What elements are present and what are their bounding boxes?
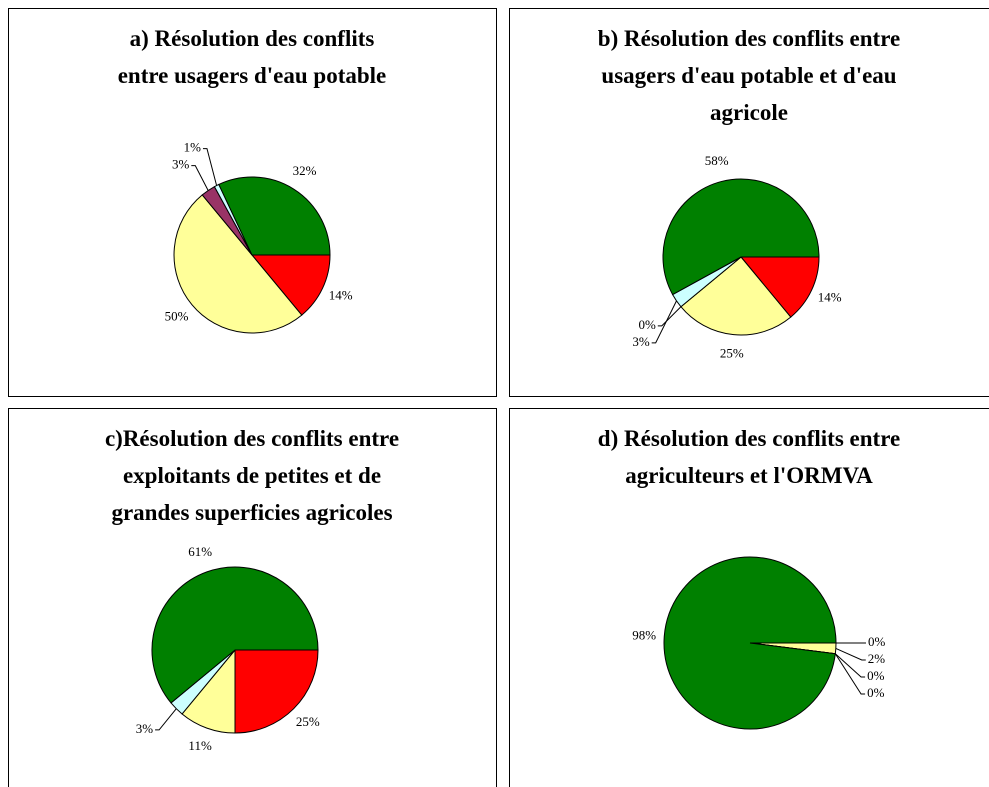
leader-line <box>191 165 209 191</box>
pie-slice <box>663 556 837 730</box>
pie-slice <box>680 256 792 336</box>
data-label: 32% <box>293 163 317 178</box>
panel-frame <box>8 8 497 397</box>
pie-slice <box>234 649 319 734</box>
data-label: 1% <box>184 140 202 155</box>
panel-frame <box>8 408 497 787</box>
data-label: 3% <box>136 721 154 736</box>
data-label: 14% <box>818 290 842 305</box>
data-label: 58% <box>705 153 729 168</box>
leader-line <box>202 148 218 186</box>
leader-line <box>651 300 677 344</box>
leader-line <box>657 306 682 327</box>
data-label: 0% <box>638 317 656 332</box>
data-label: 98% <box>632 627 656 642</box>
pie-slice <box>250 254 331 316</box>
data-label: 0% <box>868 634 886 649</box>
chart-title: agricole <box>710 100 788 125</box>
leader-line <box>834 653 866 695</box>
data-label: 14% <box>329 288 353 303</box>
data-label: 2% <box>868 651 886 666</box>
chart-title: grandes superficies agricoles <box>111 500 392 525</box>
pie-slice <box>173 194 303 334</box>
chart-title: b) Résolution des conflits entre <box>598 26 900 51</box>
pie-slice <box>739 256 820 318</box>
panel-frame <box>509 408 989 787</box>
data-label: 3% <box>172 157 190 172</box>
chart-title: entre usagers d'eau potable <box>118 63 387 88</box>
panel-frame <box>509 8 989 397</box>
chart-title: d) Résolution des conflits entre <box>598 426 900 451</box>
data-label: 11% <box>188 738 212 753</box>
chart-title: exploitants de petites et de <box>123 463 381 488</box>
chart-title: agriculteurs et l'ORMVA <box>625 463 873 488</box>
data-label: 0% <box>867 685 885 700</box>
data-label: 25% <box>720 346 744 361</box>
data-label: 25% <box>296 714 320 729</box>
pie-slice <box>662 178 820 296</box>
leader-line <box>834 653 866 678</box>
data-label: 61% <box>188 544 212 559</box>
data-label: 50% <box>165 308 189 323</box>
chart-title: c)Résolution des conflits entre <box>105 426 399 451</box>
data-label: 0% <box>867 668 885 683</box>
data-label: 3% <box>632 334 650 349</box>
chart-title: a) Résolution des conflits <box>130 26 375 51</box>
leader-line <box>835 647 866 661</box>
chart-title: usagers d'eau potable et d'eau <box>601 63 896 88</box>
leader-line <box>155 708 177 731</box>
pie-slice <box>218 176 331 256</box>
pie-slice <box>151 566 319 704</box>
